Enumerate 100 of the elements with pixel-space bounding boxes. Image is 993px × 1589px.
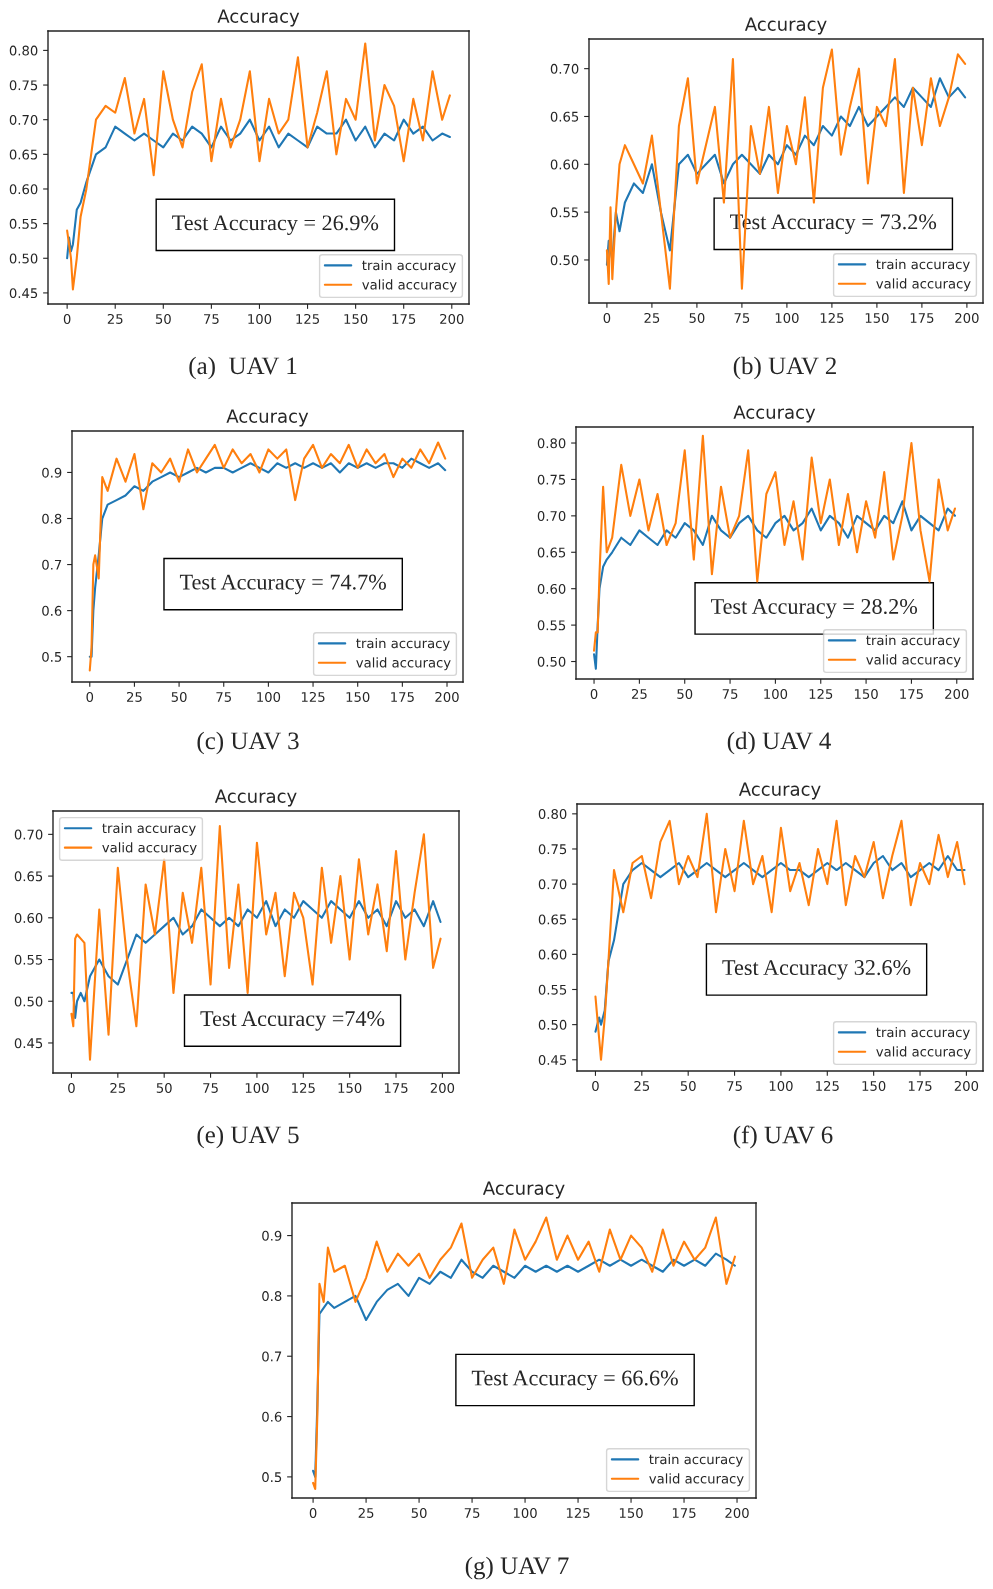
y-tick-label: 0.75 [537, 474, 566, 485]
x-tick-label: 100 [764, 688, 788, 699]
text: (c) UAV 3 [197, 731, 299, 755]
x-tick-label: 200 [954, 1080, 979, 1091]
y-tick-label: 0.50 [14, 996, 43, 1007]
x-tick-label: 125 [296, 313, 319, 324]
x-tick-label: 200 [955, 312, 979, 323]
y-tick-label: 0.80 [9, 45, 38, 56]
x-tick-label: 25 [110, 1082, 126, 1093]
x-tick-label: 50 [156, 1082, 172, 1093]
x-tick-label: 0 [590, 688, 598, 699]
chart-title: Accuracy [214, 789, 297, 807]
text: (e) UAV 5 [197, 1125, 299, 1149]
legend-label: train accuracy [866, 634, 960, 648]
y-tick-label: 0.60 [538, 949, 567, 960]
x-tick-label: 175 [391, 692, 414, 702]
y-tick-label: 0.45 [14, 1038, 43, 1049]
x-tick-label: 25 [634, 1080, 650, 1091]
x-tick-label: 150 [862, 1080, 886, 1091]
y-tick-label: 0.80 [537, 438, 566, 449]
x-tick-label: 150 [854, 688, 878, 699]
x-tick-label: 100 [769, 1080, 793, 1091]
y-tick-label: 0.9 [42, 467, 62, 478]
x-tick-label: 50 [677, 688, 693, 699]
legend-label: valid accuracy [876, 1046, 971, 1060]
y-tick-label: 0.65 [14, 871, 43, 882]
x-tick-label: 150 [619, 1507, 643, 1518]
chart-title: Accuracy [738, 782, 821, 800]
legend-label: valid accuracy [866, 654, 961, 668]
text: (b) UAV 2 [733, 356, 836, 380]
x-tick-label: 50 [411, 1507, 427, 1518]
x-tick-label: 50 [680, 1080, 696, 1091]
legend-label: train accuracy [876, 1026, 970, 1040]
legend-label: train accuracy [876, 258, 970, 272]
chart-title: Accuracy [226, 409, 309, 427]
y-tick-label: 0.75 [538, 844, 567, 855]
x-tick-label: 75 [216, 692, 231, 702]
line-series [66, 118, 451, 260]
y-tick-label: 0.50 [538, 1019, 567, 1030]
chart-title: Accuracy [482, 1181, 565, 1199]
x-tick-label: 0 [68, 1082, 75, 1093]
x-tick-label: 50 [689, 312, 705, 323]
x-tick-label: 75 [464, 1508, 480, 1518]
x-tick-label: 175 [910, 313, 934, 323]
x-tick-label: 100 [245, 1082, 269, 1093]
x-tick-label: 100 [775, 312, 799, 323]
x-tick-label: 25 [358, 1507, 374, 1518]
y-tick-label: 0.65 [537, 547, 566, 558]
x-tick-label: 175 [672, 1508, 696, 1518]
x-tick-label: 75 [734, 313, 750, 323]
y-tick-label: 0.55 [538, 984, 567, 995]
y-tick-label: 0.55 [9, 218, 38, 229]
legend-label: valid accuracy [356, 657, 451, 671]
annotation: Test Accuracy = 26.9% [172, 215, 379, 235]
y-tick-label: 0.65 [550, 111, 579, 122]
x-tick-label: 200 [945, 688, 969, 699]
annotation: Test Accuracy = 28.2% [711, 598, 918, 619]
chart-title: Accuracy [744, 17, 827, 35]
y-tick-label: 0.65 [538, 914, 567, 925]
y-tick-label: 0.9 [262, 1230, 282, 1241]
x-tick-label: 125 [820, 312, 844, 323]
y-tick-label: 0.70 [550, 63, 579, 74]
y-tick-label: 0.6 [262, 1411, 282, 1422]
x-tick-label: 0 [603, 312, 611, 323]
chart-title: Accuracy [733, 405, 816, 423]
x-tick-label: 150 [338, 1082, 362, 1093]
x-tick-label: 125 [566, 1507, 590, 1518]
x-tick-label: 25 [127, 691, 142, 702]
x-tick-label: 25 [107, 313, 123, 324]
legend-label: valid accuracy [876, 278, 971, 292]
x-tick-label: 100 [248, 313, 272, 324]
annotation: Test Accuracy =74% [200, 1011, 385, 1031]
y-tick-label: 0.50 [550, 255, 579, 266]
x-tick-label: 0 [592, 1080, 599, 1091]
y-tick-label: 0.70 [14, 829, 43, 840]
y-tick-label: 0.60 [9, 184, 38, 195]
legend-label: train accuracy [362, 259, 456, 273]
y-tick-label: 0.60 [550, 159, 579, 170]
x-tick-label: 175 [392, 314, 416, 324]
legend-label: valid accuracy [362, 279, 457, 293]
x-tick-label: 200 [435, 691, 459, 702]
y-tick-label: 0.5 [262, 1472, 282, 1483]
x-tick-label: 0 [63, 313, 71, 324]
x-tick-label: 125 [816, 1080, 839, 1091]
x-tick-label: 175 [908, 1081, 932, 1091]
y-tick-label: 0.80 [538, 809, 567, 820]
x-tick-label: 50 [171, 691, 187, 702]
y-tick-label: 0.65 [9, 149, 38, 160]
annotation: Test Accuracy 32.6% [722, 960, 911, 980]
x-tick-label: 150 [344, 313, 368, 324]
y-tick-label: 0.60 [14, 913, 43, 923]
y-tick-label: 0.70 [538, 879, 567, 890]
legend-label: valid accuracy [649, 1473, 744, 1487]
x-tick-label: 175 [900, 689, 923, 699]
x-tick-label: 100 [513, 1507, 537, 1518]
x-tick-label: 200 [725, 1507, 749, 1518]
x-tick-label: 200 [440, 313, 464, 324]
x-tick-label: 125 [292, 1082, 315, 1093]
y-tick-label: 0.7 [42, 559, 62, 570]
y-tick-label: 0.55 [537, 620, 566, 631]
